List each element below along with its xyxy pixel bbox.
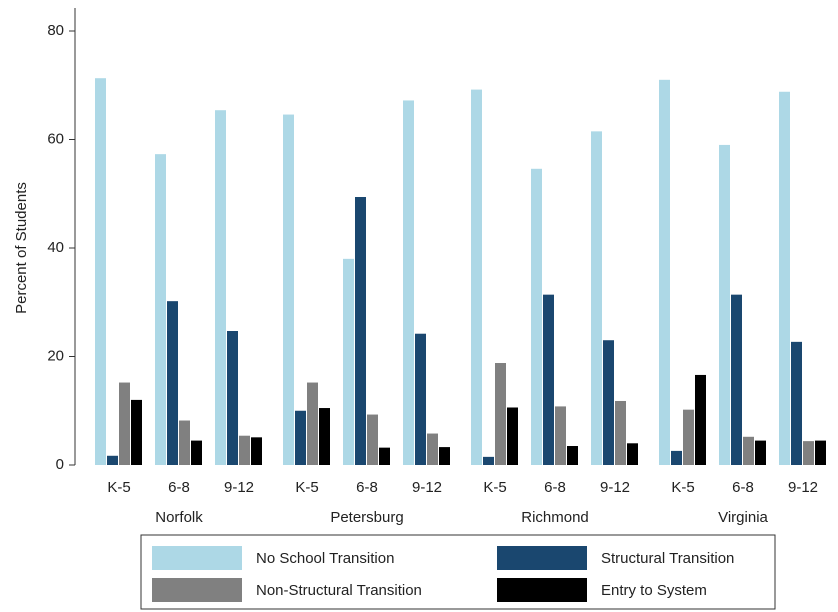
bar bbox=[791, 341, 802, 465]
bar bbox=[803, 441, 814, 465]
bar bbox=[191, 440, 202, 465]
bar bbox=[683, 409, 694, 465]
legend-swatch bbox=[497, 578, 587, 602]
bar bbox=[251, 437, 262, 465]
bar bbox=[627, 443, 638, 465]
bar bbox=[591, 131, 602, 466]
bar bbox=[307, 382, 318, 465]
bar bbox=[131, 399, 142, 465]
group-label: Virginia bbox=[718, 509, 768, 526]
group-label: Richmond bbox=[521, 509, 589, 526]
bar bbox=[379, 447, 390, 465]
bar bbox=[531, 168, 542, 466]
bar bbox=[555, 406, 566, 465]
bar bbox=[543, 294, 554, 465]
bar bbox=[439, 447, 450, 465]
bar bbox=[355, 197, 366, 465]
bar bbox=[367, 414, 378, 465]
bar bbox=[179, 420, 190, 465]
legend-label: No School Transition bbox=[256, 550, 394, 567]
bar bbox=[239, 435, 250, 465]
bar bbox=[779, 91, 790, 465]
x-tick-label: 9-12 bbox=[600, 479, 630, 496]
bar bbox=[295, 410, 306, 465]
y-axis-label: Percent of Students bbox=[13, 182, 30, 314]
y-tick-label: 60 bbox=[47, 130, 64, 147]
bar bbox=[483, 456, 494, 465]
bar bbox=[815, 440, 826, 465]
bar bbox=[659, 79, 670, 465]
bar bbox=[495, 363, 506, 465]
bar bbox=[567, 446, 578, 465]
bar bbox=[403, 100, 414, 465]
bar bbox=[471, 89, 482, 465]
bar bbox=[167, 301, 178, 465]
bar bbox=[155, 154, 166, 465]
bar bbox=[731, 294, 742, 465]
legend-label: Structural Transition bbox=[601, 550, 734, 567]
group-label: Petersburg bbox=[330, 509, 403, 526]
x-tick-label: K-5 bbox=[295, 479, 318, 496]
bar bbox=[107, 455, 118, 465]
bar bbox=[719, 144, 730, 466]
x-tick-label: K-5 bbox=[107, 479, 130, 496]
legend-swatch bbox=[152, 578, 242, 602]
y-tick-label: 80 bbox=[47, 22, 64, 39]
bar bbox=[743, 436, 754, 465]
bar bbox=[615, 400, 626, 465]
bar bbox=[319, 408, 330, 465]
legend-label: Entry to System bbox=[601, 582, 707, 599]
x-tick-label: 6-8 bbox=[544, 479, 566, 496]
group-label: Norfolk bbox=[155, 509, 203, 526]
x-tick-label: 9-12 bbox=[224, 479, 254, 496]
bar bbox=[227, 331, 238, 465]
y-tick-label: 20 bbox=[47, 347, 64, 364]
bar bbox=[755, 440, 766, 465]
bar bbox=[215, 110, 226, 465]
bar bbox=[427, 433, 438, 465]
bar bbox=[119, 382, 130, 465]
x-tick-label: 9-12 bbox=[788, 479, 818, 496]
x-tick-label: 9-12 bbox=[412, 479, 442, 496]
x-tick-label: 6-8 bbox=[356, 479, 378, 496]
bar bbox=[695, 374, 706, 465]
legend-swatch bbox=[497, 546, 587, 570]
y-tick-label: 40 bbox=[47, 239, 64, 256]
bar bbox=[95, 78, 106, 465]
x-tick-label: 6-8 bbox=[168, 479, 190, 496]
legend-swatch bbox=[152, 546, 242, 570]
bar bbox=[415, 333, 426, 465]
legend-box bbox=[140, 534, 776, 610]
x-tick-label: K-5 bbox=[483, 479, 506, 496]
bar bbox=[343, 258, 354, 465]
legend-label: Non-Structural Transition bbox=[256, 582, 422, 599]
x-tick-label: K-5 bbox=[671, 479, 694, 496]
bar bbox=[603, 340, 614, 465]
bar bbox=[283, 114, 294, 466]
x-tick-label: 6-8 bbox=[732, 479, 754, 496]
bar bbox=[507, 407, 518, 465]
bar bbox=[671, 450, 682, 465]
y-tick-label: 0 bbox=[56, 456, 64, 473]
